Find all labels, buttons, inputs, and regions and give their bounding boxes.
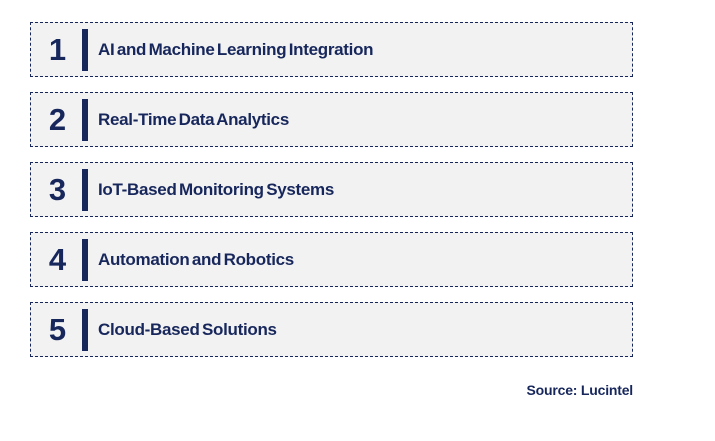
- trend-rank: 4: [48, 242, 66, 277]
- divider-bar: [82, 98, 88, 141]
- trend-rank: 5: [48, 312, 66, 347]
- trend-label: AI and Machine Learning Integration: [98, 39, 374, 59]
- trend-row-3: 3 IoT-Based Monitoring Systems: [30, 162, 633, 217]
- trend-row-2: 2 Real-Time Data Analytics: [30, 92, 633, 147]
- divider-bar: [82, 238, 88, 281]
- trend-rank: 2: [48, 102, 66, 137]
- trend-row-5: 5 Cloud-Based Solutions: [30, 302, 633, 357]
- trend-label: IoT-Based Monitoring Systems: [98, 179, 335, 199]
- trend-label: Automation and Robotics: [98, 249, 294, 269]
- source-attribution: Source: Lucintel: [30, 382, 634, 400]
- divider-bar: [82, 28, 88, 71]
- trend-row-4: 4 Automation and Robotics: [30, 232, 633, 287]
- trend-row-1: 1 AI and Machine Learning Integration: [30, 22, 633, 77]
- source-label: Source: Lucintel: [526, 382, 634, 398]
- trend-rank: 3: [48, 172, 66, 207]
- trend-list: 1 AI and Machine Learning Integration 2 …: [30, 22, 633, 372]
- divider-bar: [82, 308, 88, 351]
- divider-bar: [82, 168, 88, 211]
- trend-label: Real-Time Data Analytics: [98, 109, 289, 129]
- trend-label: Cloud-Based Solutions: [98, 319, 277, 339]
- trend-rank: 1: [48, 32, 66, 67]
